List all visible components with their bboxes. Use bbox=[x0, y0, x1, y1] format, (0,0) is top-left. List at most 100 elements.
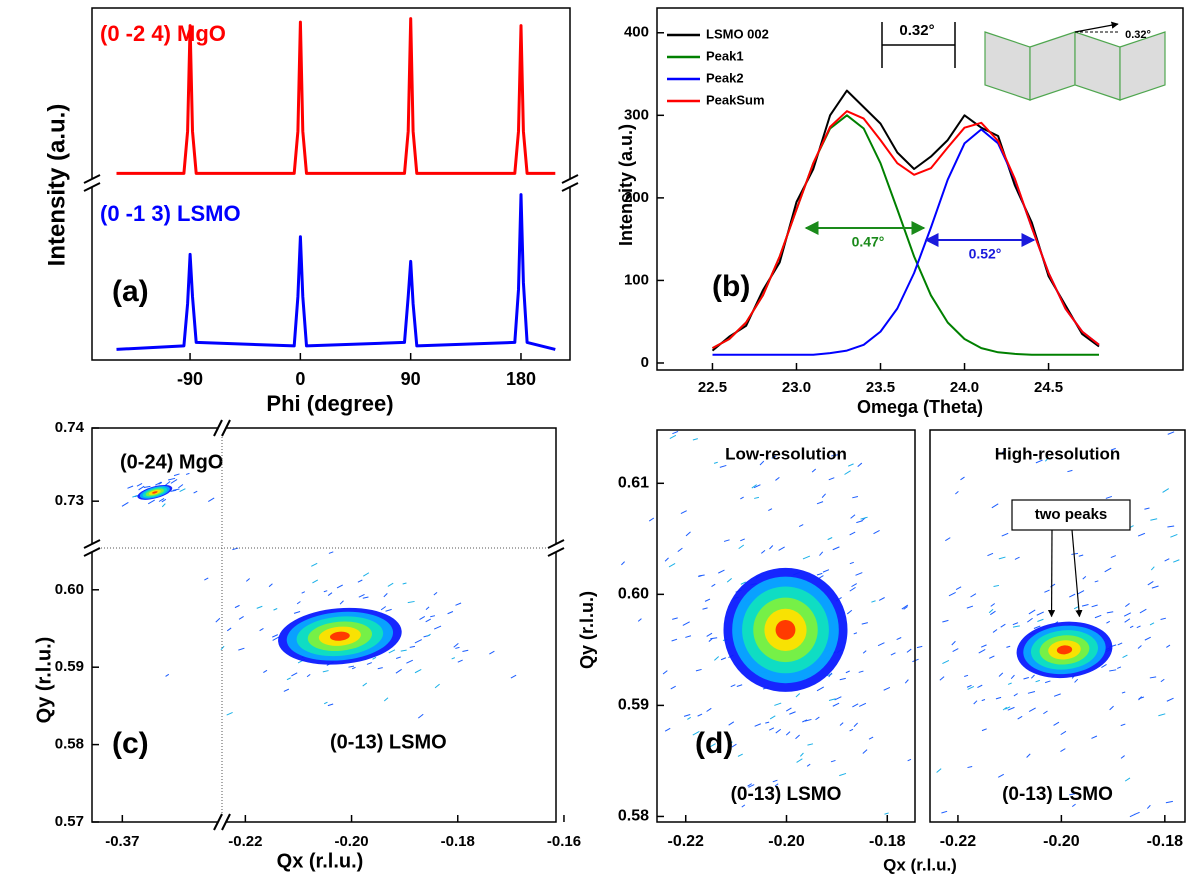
background-speckle bbox=[671, 638, 678, 642]
background-speckle bbox=[668, 563, 676, 568]
legend-label: LSMO 002 bbox=[706, 26, 769, 41]
annotation: 0.52° bbox=[969, 246, 1002, 262]
background-speckle bbox=[670, 685, 676, 690]
background-speckle bbox=[383, 697, 389, 702]
background-speckle bbox=[680, 510, 687, 514]
background-speckle bbox=[697, 713, 703, 717]
background-speckle bbox=[1162, 488, 1170, 493]
background-speckle bbox=[1160, 678, 1165, 683]
axis-break-mark bbox=[213, 813, 223, 831]
background-speckle bbox=[966, 605, 974, 609]
background-speckle bbox=[1017, 715, 1023, 720]
background-speckle bbox=[215, 617, 221, 623]
background-speckle bbox=[327, 703, 334, 707]
panel-label: (a) bbox=[112, 275, 149, 308]
background-speckle bbox=[1117, 642, 1123, 646]
background-speckle bbox=[802, 719, 808, 723]
x-tick-label: 24.5 bbox=[1034, 379, 1063, 396]
background-speckle bbox=[1147, 581, 1154, 586]
background-speckle bbox=[327, 592, 333, 596]
y-tick-label: 0.58 bbox=[618, 808, 649, 825]
background-speckle bbox=[827, 537, 833, 541]
background-speckle bbox=[1104, 567, 1112, 573]
background-speckle bbox=[293, 610, 301, 614]
axis-break-mark bbox=[547, 547, 565, 557]
background-speckle bbox=[753, 484, 761, 489]
plot-frame bbox=[929, 429, 1186, 823]
y-tick-label: 0.74 bbox=[55, 419, 85, 436]
background-speckle bbox=[358, 593, 365, 598]
background-speckle bbox=[669, 434, 677, 439]
background-speckle bbox=[1136, 625, 1141, 629]
background-speckle bbox=[861, 622, 868, 625]
background-speckle bbox=[726, 577, 732, 583]
axis-break-gap bbox=[218, 423, 226, 433]
background-speckle bbox=[226, 627, 232, 632]
background-speckle bbox=[1010, 674, 1015, 680]
background-speckle bbox=[426, 633, 431, 637]
background-speckle bbox=[774, 783, 779, 787]
background-speckle bbox=[1069, 593, 1076, 598]
background-speckle bbox=[970, 593, 977, 598]
background-speckle bbox=[434, 683, 440, 689]
background-speckle bbox=[414, 639, 422, 644]
background-speckle bbox=[1078, 554, 1084, 557]
data-line bbox=[712, 110, 1100, 349]
background-speckle bbox=[992, 629, 998, 633]
axis-break-mark bbox=[83, 547, 101, 557]
background-speckle bbox=[995, 696, 1002, 700]
background-speckle bbox=[769, 545, 774, 550]
background-speckle bbox=[706, 707, 712, 712]
background-speckle bbox=[990, 603, 996, 607]
background-speckle bbox=[989, 655, 995, 659]
background-speckle bbox=[754, 723, 761, 727]
background-speckle bbox=[433, 591, 438, 596]
plot-frame bbox=[91, 7, 571, 361]
data-line bbox=[712, 114, 1099, 356]
background-speckle bbox=[291, 672, 298, 677]
background-speckle bbox=[997, 773, 1004, 778]
background-speckle bbox=[941, 810, 948, 814]
x-tick-label: -0.18 bbox=[441, 833, 475, 850]
background-speckle bbox=[301, 591, 306, 594]
y-tick-label: 0.61 bbox=[618, 475, 649, 492]
background-speckle bbox=[1124, 618, 1131, 623]
background-speckle bbox=[740, 581, 746, 585]
background-speckle bbox=[400, 649, 407, 652]
annotation: 0.32° bbox=[1125, 29, 1151, 41]
background-speckle bbox=[385, 608, 392, 612]
background-speckle bbox=[1035, 679, 1040, 683]
background-speckle bbox=[967, 766, 973, 769]
background-speckle bbox=[1027, 617, 1033, 623]
legend-label: (0 -1 3) LSMO bbox=[100, 201, 241, 226]
background-speckle bbox=[339, 600, 344, 605]
background-speckle bbox=[683, 714, 691, 717]
background-speckle bbox=[1170, 533, 1178, 538]
background-speckle bbox=[662, 670, 668, 675]
background-speckle bbox=[778, 546, 785, 551]
panel-label: (c) bbox=[112, 727, 149, 760]
data-line bbox=[116, 17, 556, 175]
background-speckle bbox=[830, 759, 836, 763]
x-tick-label: 23.0 bbox=[782, 379, 811, 396]
panel-label: (b) bbox=[712, 270, 750, 303]
background-speckle bbox=[1167, 525, 1175, 528]
background-speckle bbox=[740, 538, 745, 542]
background-speckle bbox=[1037, 618, 1044, 622]
background-speckle bbox=[1137, 645, 1142, 649]
background-speckle bbox=[904, 679, 909, 684]
background-speckle bbox=[1158, 713, 1166, 717]
background-speckle bbox=[706, 632, 713, 637]
annotation-arrow bbox=[1071, 529, 1083, 618]
background-speckle bbox=[1165, 800, 1173, 804]
background-speckle bbox=[765, 721, 770, 724]
background-speckle bbox=[268, 583, 273, 588]
background-speckle bbox=[981, 699, 986, 702]
background-speckle bbox=[1044, 589, 1050, 593]
y-tick-label: 0.73 bbox=[55, 492, 84, 509]
background-speckle bbox=[433, 625, 442, 630]
background-speckle bbox=[884, 812, 889, 815]
data-line bbox=[711, 89, 1100, 352]
annotation: 0.47° bbox=[852, 234, 885, 250]
background-speckle bbox=[489, 650, 495, 655]
